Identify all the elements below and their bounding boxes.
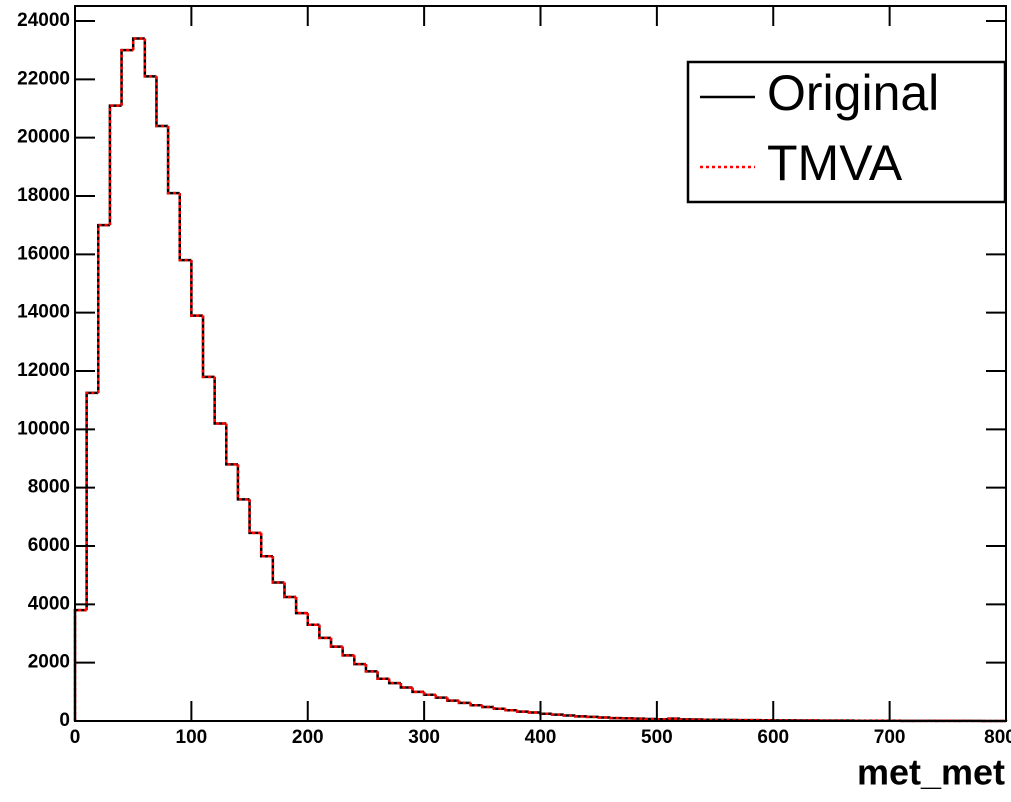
histogram-bin [562, 714, 576, 717]
y-tick-label: 16000 [17, 243, 70, 264]
histogram-bin [469, 702, 483, 707]
histogram-bin [481, 705, 494, 709]
histogram-bin [422, 691, 436, 696]
histogram-bin [85, 391, 99, 611]
histogram-bin [97, 223, 110, 393]
y-tick-label: 14000 [17, 302, 70, 323]
histogram-bin [259, 532, 273, 558]
y-tick-label: 20000 [17, 127, 70, 148]
histogram-bin [353, 655, 366, 666]
x-tick-label: 300 [408, 727, 440, 748]
histogram-bin [609, 716, 622, 720]
histogram-bin [225, 423, 238, 466]
histogram-bin [457, 700, 471, 705]
y-tick-label: 22000 [17, 68, 70, 89]
legend: Original TMVA [686, 60, 1007, 204]
histogram-bin [120, 48, 134, 106]
histogram-bin [504, 708, 518, 712]
x-tick-label: 100 [176, 727, 208, 748]
histogram-bin [155, 76, 169, 128]
histogram-bin [515, 710, 529, 713]
histogram-bin [178, 193, 192, 262]
histogram-bin [190, 260, 204, 317]
histogram-bin [667, 717, 681, 720]
legend-label: TMVA [767, 135, 903, 191]
y-tick-label: 18000 [17, 185, 70, 206]
histogram-bin [294, 597, 308, 615]
histogram-bin [166, 126, 180, 195]
x-tick-label: 200 [292, 727, 324, 748]
histogram-bin [271, 556, 285, 584]
histogram-bin [248, 499, 262, 535]
histogram-bin [329, 637, 343, 648]
x-tick-label: 500 [641, 727, 673, 748]
y-tick-label: 24000 [17, 10, 70, 31]
histogram-bin [446, 697, 460, 702]
histogram-bin [492, 707, 506, 710]
histogram-bin [399, 683, 413, 689]
histogram-bin [527, 711, 541, 714]
histogram-bin [341, 646, 355, 657]
legend-label: Original [767, 65, 939, 121]
y-tick-label: 6000 [28, 535, 70, 556]
histogram-bin [306, 613, 320, 626]
histogram-bin [678, 718, 692, 721]
histogram-bin [574, 715, 588, 718]
histogram-bin [108, 104, 122, 226]
histogram-bin [318, 624, 332, 640]
y-tick-label: 12000 [17, 360, 70, 381]
x-tick-label: 700 [874, 727, 906, 748]
histogram-bin [364, 664, 378, 673]
histogram-bin [283, 582, 297, 599]
legend-box [686, 60, 1007, 204]
histogram-bin [550, 713, 564, 716]
x-tick-label: 0 [70, 727, 81, 748]
histogram-bin [213, 376, 227, 425]
histogram-bin [236, 464, 250, 501]
histogram-bin [387, 678, 401, 685]
histogram-bin [143, 38, 157, 78]
histogram-bin [376, 671, 390, 680]
x-tick-label: 600 [757, 727, 789, 748]
y-tick-label: 8000 [28, 477, 70, 498]
y-tick-label: 0 [59, 710, 70, 731]
histogram-bin [585, 715, 599, 719]
x-axis-label: met_met [857, 752, 1005, 793]
histogram-bin [434, 694, 448, 699]
histogram-bin [597, 716, 611, 719]
x-tick-label: 400 [525, 727, 557, 748]
y-tick-label: 10000 [17, 418, 70, 439]
y-tick-label: 2000 [28, 652, 70, 673]
histogram-bin [131, 37, 145, 51]
x-tick-label: 800 [984, 727, 1011, 748]
histogram-bin [411, 687, 425, 694]
histogram-bin [201, 315, 215, 379]
y-tick-label: 4000 [28, 593, 70, 614]
